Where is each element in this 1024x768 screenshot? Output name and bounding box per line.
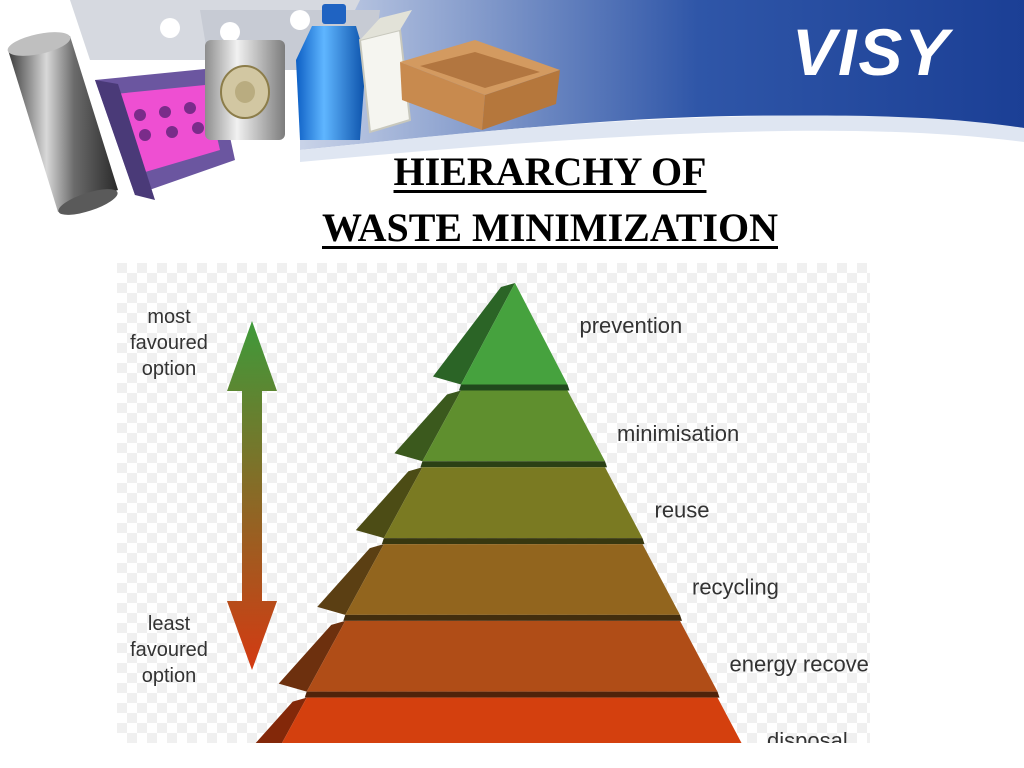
favourability-arrow <box>227 321 277 670</box>
waste-hierarchy-diagram: most favoured option least favoured opti… <box>117 263 870 743</box>
pyramid-level-ledge <box>459 384 570 391</box>
pyramid-level-ledge <box>420 461 607 468</box>
pyramid-level-side <box>317 544 384 615</box>
header-banner: VISY <box>0 0 1024 240</box>
pyramid-level-ledge <box>381 538 645 545</box>
svg-text:least: least <box>148 613 191 635</box>
products-illustration <box>7 0 1024 215</box>
page-title-line-2: WASTE MINIMIZATION <box>322 205 778 250</box>
level-label: disposal <box>767 728 848 743</box>
pyramid-level-side <box>278 620 346 692</box>
level-label: energy recovery <box>730 651 871 676</box>
svg-text:option: option <box>142 665 197 687</box>
pyramid-level-recycling <box>345 544 680 615</box>
pyramid-level-prevention <box>461 283 568 385</box>
pyramid-level-ledge <box>304 691 720 698</box>
page-title-line-1: HIERARCHY OF <box>393 149 707 194</box>
pyramid-level-disposal <box>281 697 742 743</box>
visy-logo: VISY <box>792 15 951 89</box>
pyramid: prevention minimisation reuse recycling ener… <box>255 283 871 743</box>
pyramid-level-side <box>255 697 307 743</box>
pyramid-level-ledge <box>343 614 682 621</box>
least-favoured-label: least favoured option <box>130 613 208 687</box>
level-label: minimisation <box>617 421 739 446</box>
level-label: recycling <box>692 574 779 599</box>
pyramid-level-side <box>394 390 461 462</box>
pyramid-level-side <box>355 467 423 539</box>
diagram-canvas: most favoured option least favoured opti… <box>117 263 870 743</box>
level-label: reuse <box>655 498 710 523</box>
pyramid-level-energy-recovery <box>306 620 718 692</box>
level-label: prevention <box>580 313 683 338</box>
svg-text:favoured: favoured <box>130 639 208 661</box>
svg-text:option: option <box>142 358 197 380</box>
svg-text:favoured: favoured <box>130 332 208 354</box>
pyramid-level-reuse <box>383 467 643 539</box>
pyramid-level-minimisation <box>422 390 605 462</box>
most-favoured-label: most favoured option <box>130 306 208 380</box>
pyramid-level-side <box>433 283 515 385</box>
svg-text:most: most <box>147 306 191 328</box>
